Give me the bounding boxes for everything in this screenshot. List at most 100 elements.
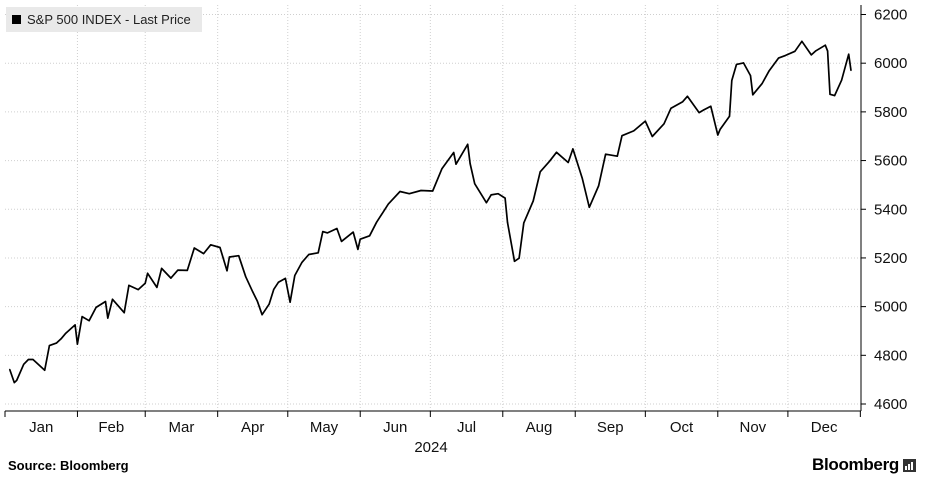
data-point [752, 94, 754, 96]
data-point [777, 57, 780, 59]
data-point [670, 107, 672, 109]
data-point [703, 109, 705, 111]
data-point [801, 40, 803, 42]
data-point [256, 300, 258, 302]
data-point [686, 95, 689, 97]
data-point [317, 252, 319, 254]
data-point [513, 260, 516, 262]
y-tick-label: 5400 [874, 201, 907, 218]
brand-logo: Bloomberg [812, 455, 916, 475]
data-point [572, 148, 574, 150]
data-point [698, 112, 700, 114]
x-axis: Jan Feb Mar Apr May Jun Jul Aug Sep Oct Nov Dec [4, 411, 861, 436]
data-point [742, 62, 745, 64]
y-tick-label: 6000 [874, 55, 907, 72]
data-point [326, 232, 329, 234]
data-point [322, 231, 324, 233]
data-point [485, 202, 487, 204]
data-point [203, 253, 205, 255]
y-tick-label: 5600 [874, 153, 907, 170]
data-point [161, 267, 163, 269]
data-point [186, 269, 188, 271]
data-point [273, 288, 275, 290]
data-point [369, 235, 371, 237]
data-point [490, 194, 492, 196]
data-point [268, 303, 270, 305]
data-point [9, 368, 11, 370]
data-point [432, 190, 434, 192]
data-point [827, 50, 829, 52]
data-point [23, 363, 25, 365]
legend: S&P 500 INDEX - Last Price [6, 7, 202, 32]
y-tick-label: 6200 [874, 7, 907, 24]
data-point [616, 155, 618, 157]
data-point [768, 70, 770, 72]
gridlines [5, 5, 861, 411]
data-point [761, 82, 763, 84]
data-point [27, 358, 29, 361]
data-points [9, 40, 852, 384]
data-point [95, 306, 97, 308]
y-tick-label: 4600 [874, 396, 907, 413]
data-point [749, 75, 752, 77]
x-tick-label: Dec [811, 419, 838, 436]
data-point [48, 345, 51, 347]
data-point [352, 231, 354, 233]
x-tick-label: Apr [241, 419, 264, 436]
data-point [785, 54, 787, 57]
data-point [728, 115, 731, 117]
data-point [289, 301, 291, 303]
data-point [81, 316, 83, 318]
data-point [104, 300, 107, 303]
x-tick-label: Sep [597, 419, 624, 436]
data-point [228, 256, 230, 258]
data-point [588, 206, 590, 208]
data-point [555, 151, 558, 153]
data-point [111, 298, 114, 300]
data-point [841, 79, 843, 81]
data-point [261, 314, 263, 316]
data-point [710, 105, 712, 107]
data-point [848, 53, 850, 55]
data-point [177, 269, 179, 271]
data-point [651, 135, 653, 138]
data-point [32, 358, 34, 361]
data-point [506, 221, 509, 223]
data-point [504, 197, 506, 199]
data-point [128, 284, 130, 286]
x-tick-label: Jan [29, 419, 53, 436]
x-tick-label: Nov [739, 419, 766, 436]
data-point [357, 248, 359, 250]
y-tick-label: 5000 [874, 299, 907, 316]
data-point [663, 123, 665, 125]
data-point [210, 244, 212, 246]
data-point [518, 257, 520, 259]
data-point [44, 369, 46, 371]
source-note: Source: Bloomberg [8, 458, 129, 473]
x-tick-label: Feb [98, 419, 124, 436]
data-point [717, 134, 719, 136]
data-point [74, 324, 76, 326]
data-point [284, 277, 286, 279]
data-point [76, 343, 78, 345]
data-point [107, 317, 109, 319]
data-point [850, 69, 852, 72]
data-point [147, 272, 149, 274]
data-point [420, 189, 422, 192]
data-point [441, 168, 443, 170]
data-point [794, 50, 796, 52]
y-tick-label: 5200 [874, 250, 907, 267]
x-tick-label: May [310, 419, 339, 436]
data-point [123, 312, 125, 314]
data-point [567, 161, 569, 164]
data-point [238, 255, 240, 257]
data-point [539, 171, 541, 173]
data-point [16, 379, 18, 381]
data-point [621, 135, 623, 137]
data-point [399, 190, 401, 193]
data-point [13, 382, 15, 384]
x-tick-label: Jun [383, 419, 407, 436]
data-point [340, 240, 343, 242]
x-tick-label: Jul [457, 419, 476, 436]
